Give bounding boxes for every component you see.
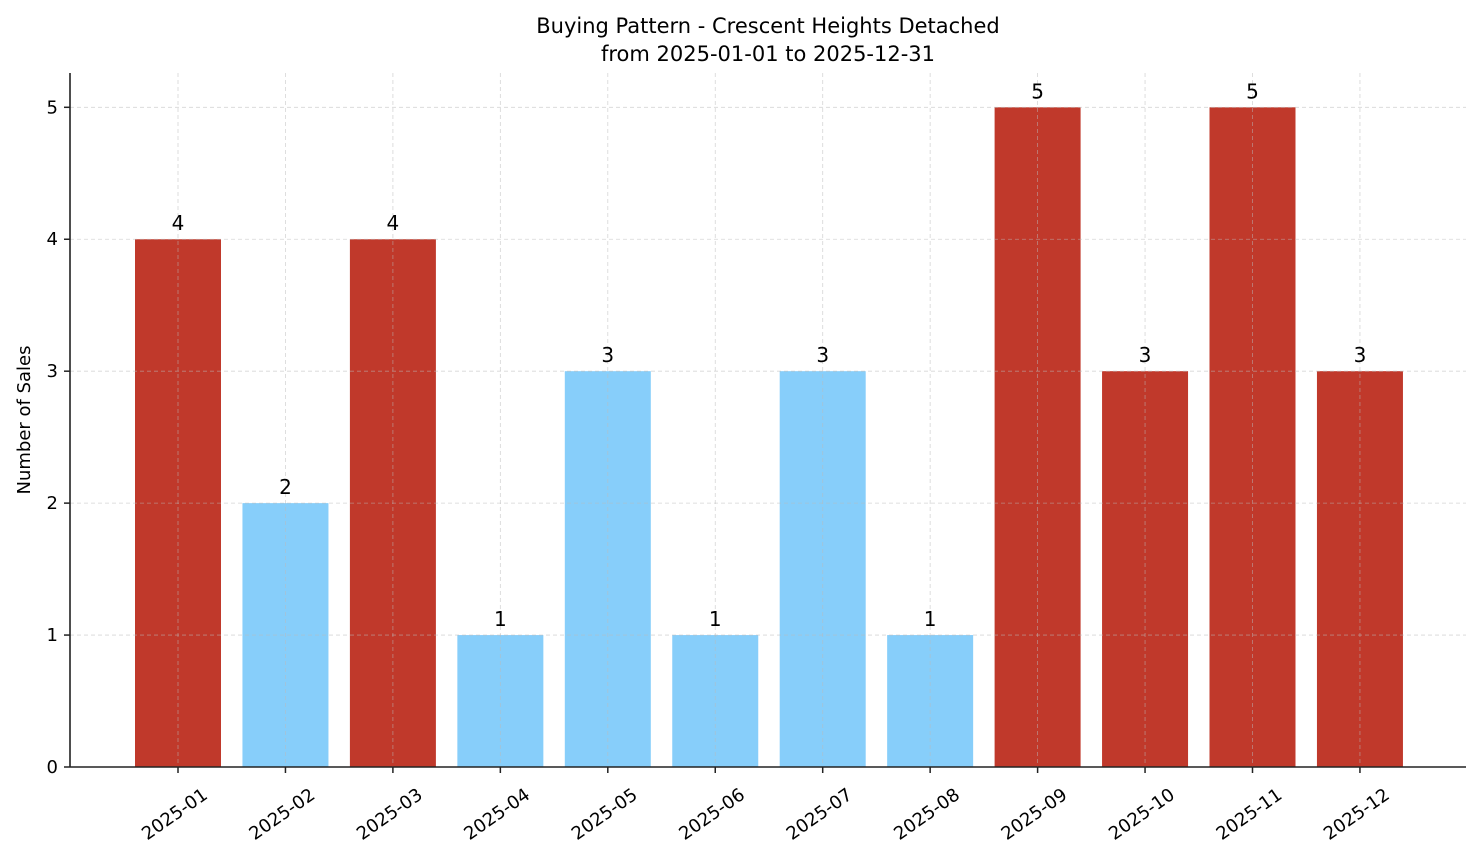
data-label-2025-09: 5	[1031, 79, 1044, 103]
data-label-2025-01: 4	[172, 211, 185, 235]
y-tick-label: 1	[47, 625, 58, 646]
data-label-2025-07: 3	[816, 343, 829, 367]
data-label-2025-02: 2	[279, 475, 292, 499]
y-tick-label: 2	[47, 493, 58, 514]
data-label-2025-11: 5	[1246, 79, 1259, 103]
x-tick-label: 2025-03	[353, 784, 427, 844]
data-label-2025-06: 1	[709, 607, 722, 631]
y-tick-label: 5	[47, 97, 58, 118]
data-label-2025-10: 3	[1139, 343, 1152, 367]
x-tick-label: 2025-02	[245, 784, 319, 844]
y-tick-label: 3	[47, 361, 58, 382]
chart-subtitle: from 2025-01-01 to 2025-12-31	[601, 42, 935, 66]
chart-title: Buying Pattern - Crescent Heights Detach…	[536, 14, 1000, 38]
x-tick-label: 2025-06	[675, 784, 749, 844]
y-tick-label: 4	[47, 229, 58, 250]
x-tick-label: 2025-04	[460, 784, 534, 844]
x-tick-label: 2025-10	[1105, 784, 1179, 844]
data-label-2025-08: 1	[924, 607, 937, 631]
x-tick-label: 2025-09	[998, 784, 1072, 844]
y-axis-label: Number of Sales	[14, 345, 35, 494]
data-label-2025-05: 3	[601, 343, 614, 367]
data-label-2025-03: 4	[387, 211, 400, 235]
y-tick-label: 0	[47, 757, 58, 778]
data-label-2025-04: 1	[494, 607, 507, 631]
data-label-2025-12: 3	[1354, 343, 1367, 367]
x-tick-label: 2025-05	[568, 784, 642, 844]
x-tick-label: 2025-07	[783, 784, 857, 844]
x-tick-label: 2025-12	[1320, 784, 1394, 844]
x-tick-label: 2025-08	[890, 784, 964, 844]
x-tick-label: 2025-11	[1213, 784, 1287, 844]
x-tick-label: 2025-01	[138, 784, 212, 844]
data-labels-group: 4 2 4 1 3 1 3 1 5 3 5 3	[172, 79, 1367, 631]
bars-group	[135, 107, 1403, 767]
